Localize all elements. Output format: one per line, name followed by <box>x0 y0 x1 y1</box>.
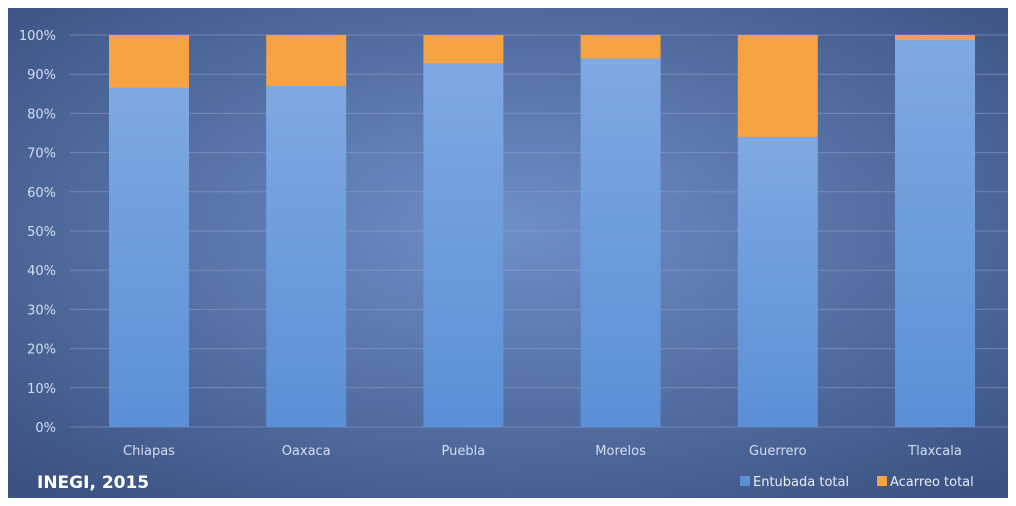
bar-acarreo <box>737 35 818 137</box>
legend-label-entubada: Entubada total <box>753 475 849 490</box>
y-tick-label: 90% <box>27 68 56 83</box>
category-label: Guerrero <box>749 444 807 459</box>
y-tick-label: 60% <box>27 186 56 201</box>
legend: Entubada total Acarreo total <box>740 475 974 490</box>
legend-swatch-acarreo <box>877 476 887 486</box>
gridlines <box>70 34 1008 428</box>
source-label: INEGI, 2015 <box>37 473 149 493</box>
y-tick-label: 80% <box>27 107 56 122</box>
bar-acarreo <box>580 35 661 59</box>
bar-entubada <box>895 40 975 427</box>
y-tick-label: 70% <box>27 147 56 162</box>
bar-entubada <box>737 136 818 428</box>
y-tick-label: 10% <box>27 382 56 397</box>
bar-entubada <box>109 87 189 428</box>
bar-entubada <box>423 63 504 428</box>
y-axis-ticks: 0% 10% 20% 30% 40% 50% 60% 70% 80% 90% 100% <box>19 29 56 436</box>
x-axis-labels: Chiapas Oaxaca Puebla Morelos Guerrero Tlaxca… <box>123 444 962 459</box>
category-label: Tlaxcala <box>907 444 962 459</box>
bar-acarreo <box>895 35 975 41</box>
y-tick-label: 40% <box>27 264 56 279</box>
bar-entubada <box>580 58 661 428</box>
y-tick-label: 20% <box>27 343 56 358</box>
bar-entubada <box>266 85 347 428</box>
y-tick-label: 50% <box>27 225 56 240</box>
legend-swatch-entubada <box>740 476 750 486</box>
y-tick-label: 100% <box>19 29 56 44</box>
bars <box>109 35 975 428</box>
legend-label-acarreo: Acarreo total <box>890 475 974 490</box>
y-tick-label: 30% <box>27 303 56 318</box>
bar-acarreo <box>423 35 504 64</box>
y-tick-label: 0% <box>35 421 56 436</box>
category-label: Oaxaca <box>282 444 331 459</box>
category-label: Morelos <box>595 444 646 459</box>
bar-acarreo <box>266 35 347 86</box>
category-label: Puebla <box>442 444 486 459</box>
bar-acarreo <box>109 35 189 88</box>
category-label: Chiapas <box>123 444 175 459</box>
